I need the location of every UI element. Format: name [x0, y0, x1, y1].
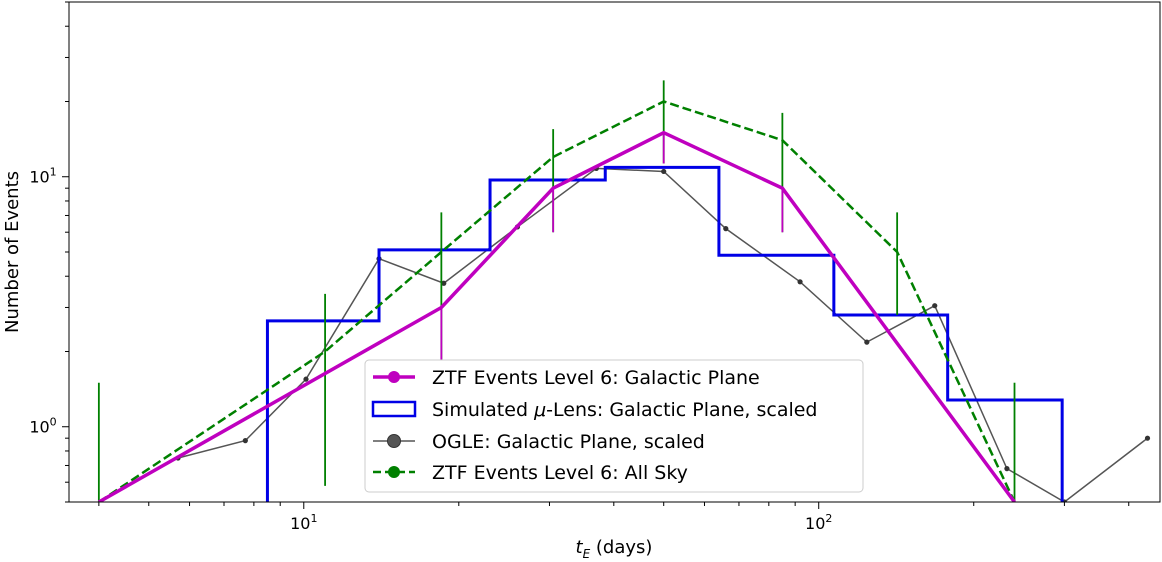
y-axis-label: Number of Events	[2, 171, 23, 333]
x-tick-exponent: 1	[310, 512, 317, 525]
x-axis-label: tE (days)	[576, 537, 653, 561]
plot-frame	[68, 1, 1161, 503]
major-ticks	[62, 176, 820, 509]
series-layer	[97, 80, 1151, 502]
legend-label: ZTF Events Level 6: All Sky	[432, 462, 688, 484]
ztf-gp-series-line	[97, 130, 1016, 502]
y-tick-base: 10	[29, 168, 49, 187]
y-tick-base: 10	[29, 418, 49, 437]
y-tick-exponent: 0	[50, 416, 57, 429]
legend-marker-ogle	[387, 434, 401, 448]
minor-ticks	[65, 1, 1130, 506]
legend-label-part: Simulated	[432, 399, 534, 421]
ogle-point	[932, 303, 938, 309]
legend-label: Simulated μ-Lens: Galactic Plane, scaled	[432, 399, 818, 421]
ogle-point	[242, 438, 248, 444]
ogle-point	[1144, 435, 1151, 441]
x-tick-base: 10	[805, 514, 825, 533]
x-tick-label: 101	[290, 512, 317, 533]
x-label-symbol: t	[576, 537, 584, 558]
ogle-point	[864, 339, 870, 345]
x-tick-base: 10	[290, 514, 310, 533]
y-tick-exponent: 1	[50, 166, 57, 179]
legend-label: ZTF Events Level 6: Galactic Plane	[432, 367, 760, 389]
ogle-point	[661, 168, 667, 175]
y-tick-label: 101	[29, 166, 56, 187]
y-tick-label: 100	[29, 416, 56, 437]
legend-label-part: -Lens: Galactic Plane, scaled	[546, 399, 817, 421]
ogle-point	[441, 280, 447, 286]
ogle-point	[797, 279, 803, 285]
legend-marker-ztf-gp	[388, 371, 400, 383]
x-label-subscript: E	[583, 547, 591, 561]
x-label-unit: (days)	[590, 537, 652, 558]
all-sky-series-line	[98, 100, 1016, 502]
legend-box	[364, 359, 864, 493]
x-tick-exponent: 2	[825, 512, 832, 525]
ogle-point	[1004, 466, 1010, 472]
legend-label-mu: μ	[533, 399, 546, 421]
legend-marker-all-sky	[388, 466, 400, 478]
x-tick-label: 102	[805, 512, 832, 533]
legend-handle-simulated	[371, 400, 417, 418]
legend: ZTF Events Level 6: Galactic Plane Simula…	[364, 359, 864, 493]
legend-label: OGLE: Galactic Plane, scaled	[432, 431, 705, 453]
ogle-point	[303, 376, 309, 382]
ogle-point	[723, 226, 729, 232]
